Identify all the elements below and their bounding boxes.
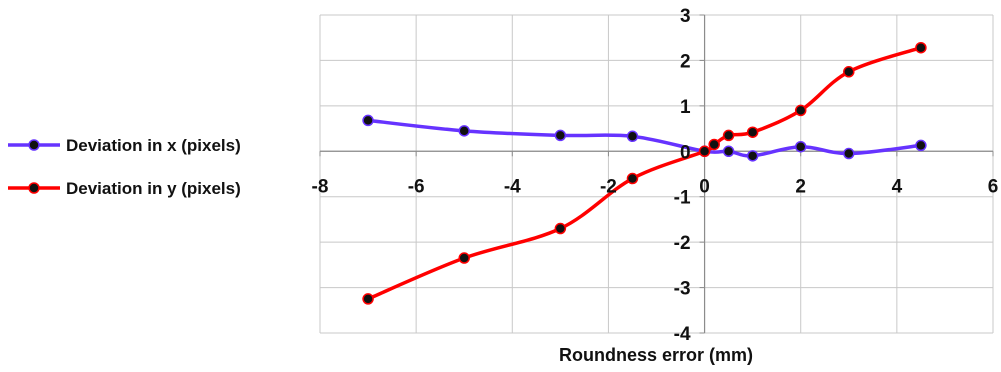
- data-point: [915, 139, 927, 152]
- axes: [319, 14, 994, 334]
- data-point: [626, 172, 639, 185]
- y-tick-label: 3: [680, 6, 691, 27]
- data-point: [794, 140, 807, 153]
- x-tick-label: 6: [988, 176, 999, 197]
- x-tick-label: -4: [504, 176, 521, 197]
- x-tick-label: -2: [600, 176, 617, 197]
- data-point: [794, 104, 807, 117]
- series-layer: [362, 41, 927, 305]
- y-tick-label: 1: [680, 97, 691, 118]
- data-point: [698, 145, 711, 158]
- data-point: [843, 147, 855, 160]
- data-point: [722, 145, 735, 158]
- data-point: [362, 293, 374, 305]
- series-line: [367, 118, 922, 158]
- x-tick-label: 2: [795, 176, 806, 197]
- x-tick-label: 4: [892, 176, 903, 197]
- legend-label: Deviation in x (pixels): [66, 136, 241, 155]
- x-tick-label: -8: [312, 176, 329, 197]
- y-tick-label: -3: [674, 279, 691, 300]
- legend-entry: Deviation in x (pixels): [8, 136, 241, 155]
- data-point: [362, 114, 374, 127]
- legend: Deviation in x (pixels) Deviation in y (p…: [8, 136, 241, 198]
- y-tick-label: 0: [680, 142, 691, 163]
- series-1: [362, 114, 927, 162]
- data-point: [458, 125, 470, 137]
- y-tick-label: 2: [680, 51, 691, 72]
- x-tick-label: -6: [408, 176, 425, 197]
- legend-marker: [28, 139, 40, 151]
- legend-label: Deviation in y (pixels): [66, 179, 241, 198]
- y-tick-label: -1: [674, 188, 691, 209]
- data-point: [843, 66, 855, 78]
- grid: [319, 14, 994, 334]
- legend-entry: Deviation in y (pixels): [8, 179, 241, 198]
- y-tick-label: -4: [674, 324, 691, 345]
- x-axis-label: Roundness error (mm): [559, 345, 753, 365]
- x-tick-label: 0: [699, 176, 710, 197]
- series-2: [362, 41, 927, 305]
- data-point: [746, 150, 759, 162]
- series-line: [367, 46, 922, 301]
- data-point: [458, 252, 470, 264]
- data-point: [554, 129, 567, 142]
- data-point: [915, 41, 927, 54]
- data-point: [554, 222, 567, 235]
- y-tick-label: -2: [674, 233, 691, 254]
- data-point: [722, 129, 735, 142]
- data-point: [708, 138, 720, 151]
- tick-labels: -8 -6 -4 -2 0 2 4 6 3 2 1 0 -1 -2 -3 -4: [312, 6, 999, 345]
- legend-marker: [28, 182, 40, 194]
- data-point: [746, 126, 759, 138]
- data-point: [626, 130, 639, 143]
